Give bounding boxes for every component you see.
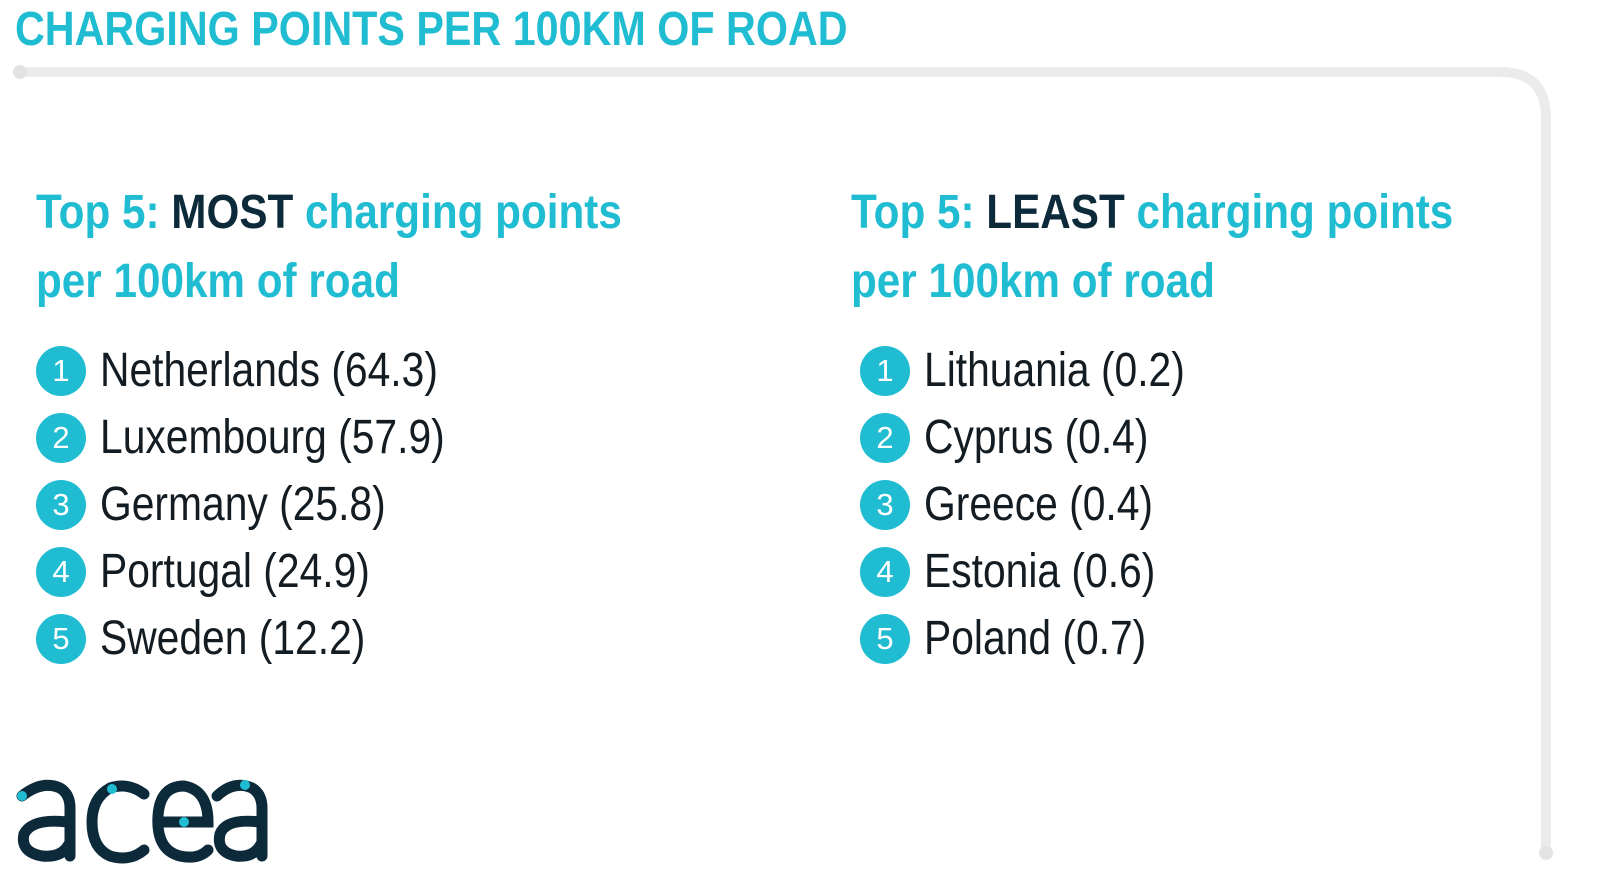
list-item: 5 Sweden (12.2)	[36, 605, 702, 672]
rank-badge: 2	[36, 412, 86, 463]
most-section: Top 5: MOST charging points per 100km of…	[36, 178, 702, 672]
rank-text: Greece (0.4)	[924, 478, 1154, 531]
most-heading-line1: Top 5: MOST charging points	[36, 178, 622, 247]
list-item: 1 Lithuania (0.2)	[851, 337, 1535, 404]
least-heading-line1: Top 5: LEAST charging points	[851, 178, 1453, 247]
least-heading-emph: LEAST	[986, 186, 1125, 239]
rank-badge: 5	[860, 613, 910, 664]
rank-text: Netherlands (64.3)	[100, 344, 438, 397]
least-list: 1 Lithuania (0.2) 2 Cyprus (0.4) 3 Greec…	[851, 337, 1535, 672]
list-item: 3 Greece (0.4)	[851, 471, 1535, 538]
acea-logo	[16, 779, 268, 864]
list-item: 4 Portugal (24.9)	[36, 538, 702, 605]
list-item: 5 Poland (0.7)	[851, 605, 1535, 672]
most-list: 1 Netherlands (64.3) 2 Luxembourg (57.9)…	[36, 337, 702, 672]
least-heading-line2: per 100km of road	[851, 255, 1215, 308]
rank-badge: 1	[860, 345, 910, 396]
list-item: 3 Germany (25.8)	[36, 471, 702, 538]
rank-text: Sweden (12.2)	[100, 612, 366, 665]
list-item: 1 Netherlands (64.3)	[36, 337, 702, 404]
rank-text: Estonia (0.6)	[924, 545, 1156, 598]
list-item: 2 Cyprus (0.4)	[851, 404, 1535, 471]
least-heading-suffix: charging points	[1124, 186, 1454, 239]
rank-text: Germany (25.8)	[100, 478, 386, 531]
rank-badge: 4	[36, 546, 86, 597]
least-section: Top 5: LEAST charging points per 100km o…	[851, 178, 1535, 672]
rank-text: Cyprus (0.4)	[924, 411, 1149, 464]
rank-text: Luxembourg (57.9)	[100, 411, 445, 464]
most-heading-suffix: charging points	[293, 186, 622, 239]
rank-badge: 2	[860, 412, 910, 463]
rank-badge: 1	[36, 345, 86, 396]
page-title: CHARGING POINTS PER 100KM OF ROAD	[15, 3, 848, 56]
least-heading-prefix: Top 5:	[851, 186, 987, 239]
rank-badge: 3	[36, 479, 86, 530]
rank-text: Lithuania (0.2)	[924, 344, 1185, 397]
most-heading-emph: MOST	[171, 186, 294, 239]
rank-badge: 3	[860, 479, 910, 530]
most-heading-line2: per 100km of road	[36, 255, 400, 308]
list-item: 2 Luxembourg (57.9)	[36, 404, 702, 471]
most-heading: Top 5: MOST charging points per 100km of…	[36, 178, 622, 316]
most-heading-prefix: Top 5:	[36, 186, 172, 239]
rank-badge: 4	[860, 546, 910, 597]
rank-badge: 5	[36, 613, 86, 664]
rank-text: Portugal (24.9)	[100, 545, 370, 598]
least-heading: Top 5: LEAST charging points per 100km o…	[851, 178, 1453, 316]
rank-text: Poland (0.7)	[924, 612, 1147, 665]
list-item: 4 Estonia (0.6)	[851, 538, 1535, 605]
